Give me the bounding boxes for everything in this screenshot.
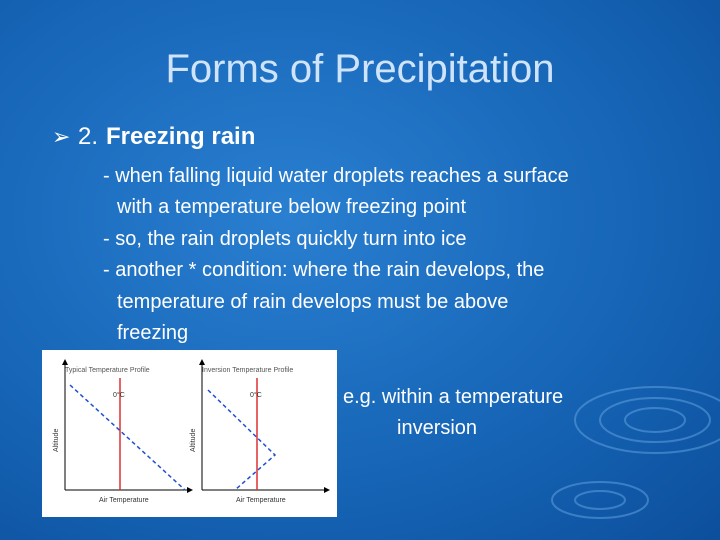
slide-title: Forms of Precipitation — [165, 47, 554, 91]
x-axis-label: Air Temperature — [236, 497, 286, 504]
body-line: with a temperature below freezing point — [116, 196, 467, 218]
x-axis-label: Air Temperature — [99, 497, 149, 504]
caption-line: e.g. within a temperature — [343, 386, 563, 408]
panel-title: Inversion Temperature Profile — [202, 367, 293, 374]
heading-number: 2. — [78, 123, 98, 150]
body-line: freezing — [117, 322, 188, 344]
y-axis-label: Altitude — [53, 429, 60, 452]
body-line: - so, the rain droplets quickly turn int… — [103, 228, 467, 250]
body-line: - when falling liquid water droplets rea… — [103, 165, 569, 187]
heading-label: Freezing rain — [106, 123, 255, 150]
y-axis-label: Altitude — [190, 429, 197, 452]
body-line: - another * condition: where the rain de… — [103, 259, 544, 281]
freezing-label: 0°C — [250, 391, 262, 399]
ripples — [551, 386, 720, 519]
freezing-label: 0°C — [113, 391, 125, 399]
caption-line: inversion — [397, 417, 477, 439]
figure: Typical Temperature Profile 0°C Altitude Ai… — [53, 359, 330, 504]
panel-title: Typical Temperature Profile — [65, 367, 150, 374]
bullet-arrow: ➢ — [52, 124, 70, 149]
body-line: temperature of rain develops must be abo… — [117, 291, 508, 313]
temperature-profile — [69, 384, 186, 491]
temperature-profile — [207, 389, 277, 491]
